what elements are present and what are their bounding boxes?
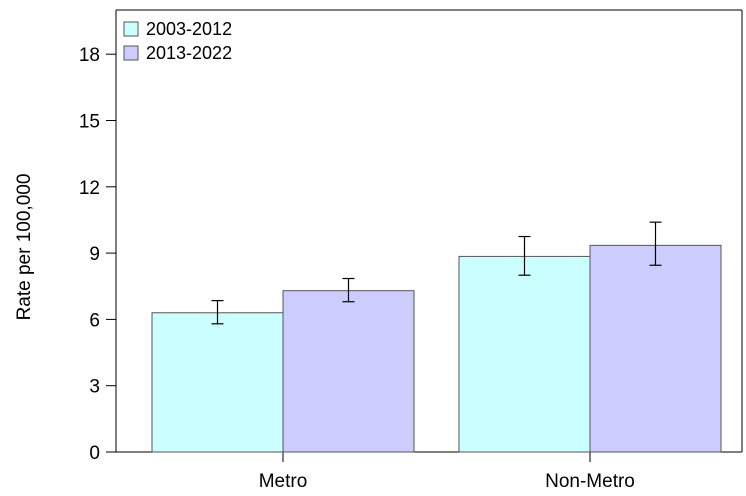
legend-swatch <box>123 45 139 61</box>
bars <box>151 244 722 453</box>
x-tick-label: Non-Metro <box>545 471 635 492</box>
y-tick-label: 12 <box>79 178 100 199</box>
legend-label: 2013-2022 <box>146 43 232 63</box>
y-axis: 0 3 6 9 12 15 18 <box>79 45 116 464</box>
bar-non-metro-1 <box>589 244 722 453</box>
y-tick-label: 15 <box>79 112 100 133</box>
y-tick-label: 6 <box>89 310 100 331</box>
legend: 2003-2012 2013-2022 <box>123 19 232 63</box>
x-tick-label: Metro <box>259 471 308 492</box>
bar-metro-1 <box>282 290 415 453</box>
error-bars <box>211 221 662 325</box>
y-tick-label: 3 <box>89 377 100 398</box>
legend-label: 2003-2012 <box>146 19 232 39</box>
legend-swatch <box>123 21 139 37</box>
x-axis: Metro Non-Metro <box>259 452 635 492</box>
y-tick-label: 0 <box>89 443 100 464</box>
y-tick-label: 18 <box>79 45 100 66</box>
bar-metro-0 <box>151 312 284 453</box>
y-axis-title: Rate per 100,000 <box>14 174 35 321</box>
bar-non-metro-0 <box>458 255 591 453</box>
y-tick-label: 9 <box>89 244 100 265</box>
